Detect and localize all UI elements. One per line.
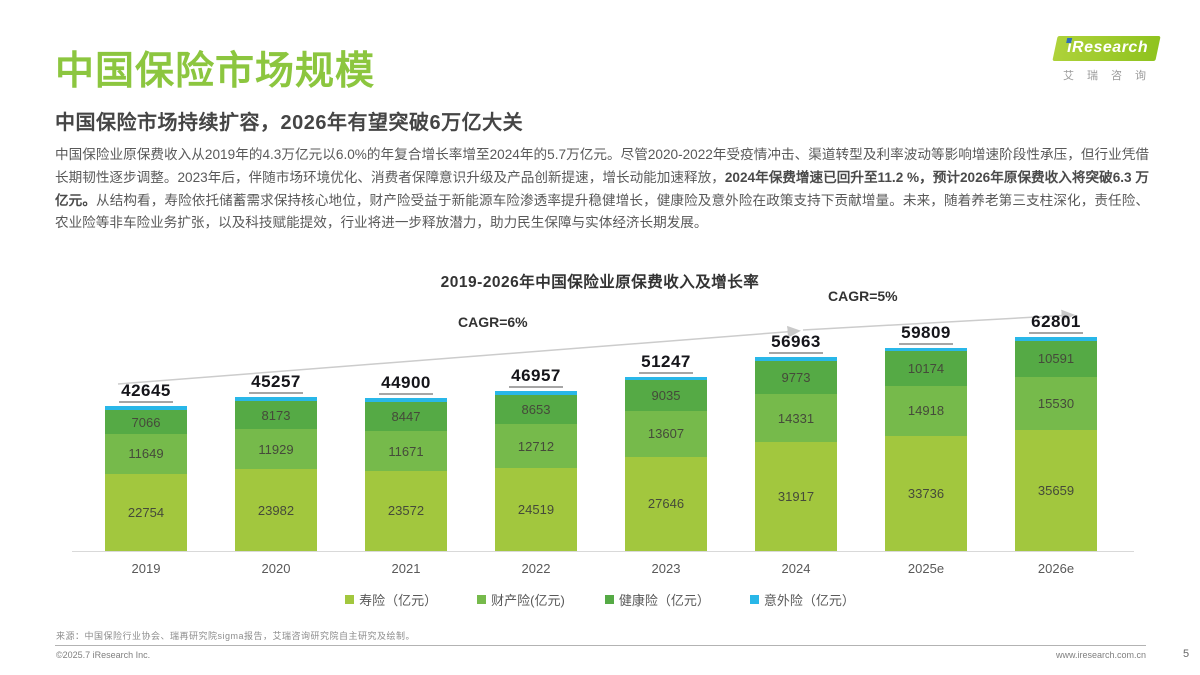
- segment-property: 15530: [1015, 376, 1097, 430]
- x-axis-label-2026e: 2026e: [1037, 561, 1075, 576]
- cagr-label-1: CAGR=6%: [458, 314, 528, 330]
- paragraph-segment: 从结构看，寿险依托储蓄需求保持核心地位，财产险受益于新能源车险渗透率提升稳健增长…: [55, 192, 1149, 231]
- bar-total-label: 56963: [755, 332, 837, 357]
- website-url: www.iresearch.com.cn: [1056, 650, 1147, 660]
- segment-health: 8173: [235, 401, 317, 429]
- segment-health: 10174: [885, 350, 967, 386]
- bar-2023: 51247 9035 13607 27646: [625, 351, 707, 551]
- page-subtitle: 中国保险市场持续扩容，2026年有望突破6万亿大关: [55, 112, 524, 134]
- segment-accident: [105, 406, 187, 410]
- segment-life: 27646: [625, 456, 707, 551]
- footer-divider: [55, 645, 1146, 646]
- segment-accident: [755, 357, 837, 361]
- segment-health: 8653: [495, 395, 577, 425]
- legend-label-life: 寿险（亿元）: [359, 593, 438, 608]
- legend-item-health: 健康险（亿元）: [604, 590, 710, 609]
- legend-item-life: 寿险（亿元）: [345, 590, 437, 609]
- segment-health: 8447: [365, 402, 447, 432]
- segment-health: 9773: [755, 360, 837, 394]
- bar-2019: 42645 7066 11649 22754: [105, 381, 187, 551]
- segment-accident: [235, 397, 317, 402]
- segment-life: 23572: [365, 470, 447, 551]
- segment-life: 35659: [1015, 429, 1097, 551]
- page-number: 5: [1183, 648, 1190, 660]
- intro-paragraph: 中国保险业原保费收入从2019年的4.3万亿元以6.0%的年复合增长率增至202…: [55, 144, 1149, 235]
- x-axis-label-2025e: 2025e: [907, 561, 945, 576]
- bar-2020: 45257 8173 11929 23982: [235, 372, 317, 551]
- segment-life: 23982: [235, 469, 317, 551]
- copyright-text: ©2025.7 iResearch Inc.: [56, 650, 151, 660]
- segment-accident: [625, 376, 707, 381]
- segment-accident: [885, 347, 967, 351]
- legend-item-accident: 意外险（亿元）: [749, 590, 855, 609]
- segment-life: 31917: [755, 442, 837, 551]
- bar-2025e: 59809 10174 14918 33736: [885, 322, 967, 551]
- page-title: 中国保险市场规模: [55, 50, 376, 93]
- segment-property: 14331: [755, 393, 837, 443]
- x-axis-baseline: [72, 551, 1134, 552]
- segment-health: 9035: [625, 380, 707, 411]
- segment-accident: [1015, 337, 1097, 341]
- segment-accident: [365, 398, 447, 403]
- legend-swatch-property: [477, 595, 487, 604]
- paragraph-segment: 中国保险业原保费收入从2019年的4.3万亿元以6.0%的年复合增长率增至202…: [55, 147, 1149, 185]
- segment-accident: [495, 391, 577, 395]
- segment-property: 11649: [105, 434, 187, 474]
- bar-2024: 56963 9773 14331 31917: [755, 332, 837, 551]
- iresearch-logo-badge: iResearch: [1051, 36, 1161, 61]
- x-axis-label-2023: 2023: [651, 561, 681, 576]
- bar-2022: 46957 8653 12712 24519: [495, 366, 577, 551]
- segment-life: 22754: [105, 473, 187, 551]
- legend-label-property: 财产险(亿元): [491, 593, 565, 608]
- legend-label-health: 健康险（亿元）: [618, 593, 710, 608]
- segment-life: 24519: [495, 467, 577, 551]
- legend-swatch-accident: [749, 595, 759, 604]
- segment-property: 12712: [495, 424, 577, 468]
- paragraph-segment: 2024年保费增速已回升至11.2 %，预计2026年原保费收入将突破6.3 万…: [55, 169, 1149, 208]
- logo-brand-text: iResearch: [1066, 39, 1148, 56]
- segment-property: 14918: [885, 385, 967, 437]
- iresearch-logo: iResearch 艾瑞咨询: [1050, 36, 1162, 83]
- segment-health: 10591: [1015, 340, 1097, 377]
- bar-total-label: 51247: [625, 351, 707, 377]
- x-axis-label-2019: 2019: [131, 561, 161, 576]
- cagr-label-2: CAGR=5%: [828, 288, 898, 304]
- legend-swatch-life: [345, 595, 355, 604]
- segment-property: 11929: [235, 428, 317, 470]
- segment-life: 33736: [885, 436, 967, 551]
- logo-i-dot-icon: [1065, 38, 1072, 43]
- bar-total-label: 59809: [885, 322, 967, 348]
- segment-property: 11671: [365, 431, 447, 471]
- bar-2021: 44900 8447 11671 23572: [365, 373, 447, 551]
- legend-swatch-health: [604, 595, 614, 604]
- chart-title: 2019-2026年中国保险业原保费收入及增长率: [440, 274, 760, 291]
- bar-total-label: 44900: [365, 373, 447, 398]
- x-axis-label-2020: 2020: [261, 561, 291, 576]
- legend-label-accident: 意外险（亿元）: [763, 593, 855, 608]
- x-axis-label-2024: 2024: [781, 561, 811, 576]
- bar-total-label: 62801: [1015, 312, 1097, 337]
- segment-health: 7066: [105, 410, 187, 435]
- x-axis-label-2022: 2022: [521, 561, 551, 576]
- segment-property: 13607: [625, 410, 707, 457]
- bar-total-label: 45257: [235, 372, 317, 397]
- x-axis-label-2021: 2021: [391, 561, 421, 576]
- source-note: 来源：中国保险行业协会、瑞再研究院sigma报告，艾瑞咨询研究院自主研究及绘制。: [56, 631, 416, 641]
- logo-chinese-text: 艾瑞咨询: [1063, 70, 1159, 82]
- bar-2026e: 62801 10591 15530 35659: [1015, 312, 1097, 551]
- bar-total-label: 46957: [495, 366, 577, 391]
- legend-item-property: 财产险(亿元): [477, 590, 565, 609]
- chart-legend: 寿险（亿元） 财产险(亿元) 健康险（亿元） 意外险（亿元）: [0, 590, 1200, 609]
- bar-total-label: 42645: [105, 381, 187, 406]
